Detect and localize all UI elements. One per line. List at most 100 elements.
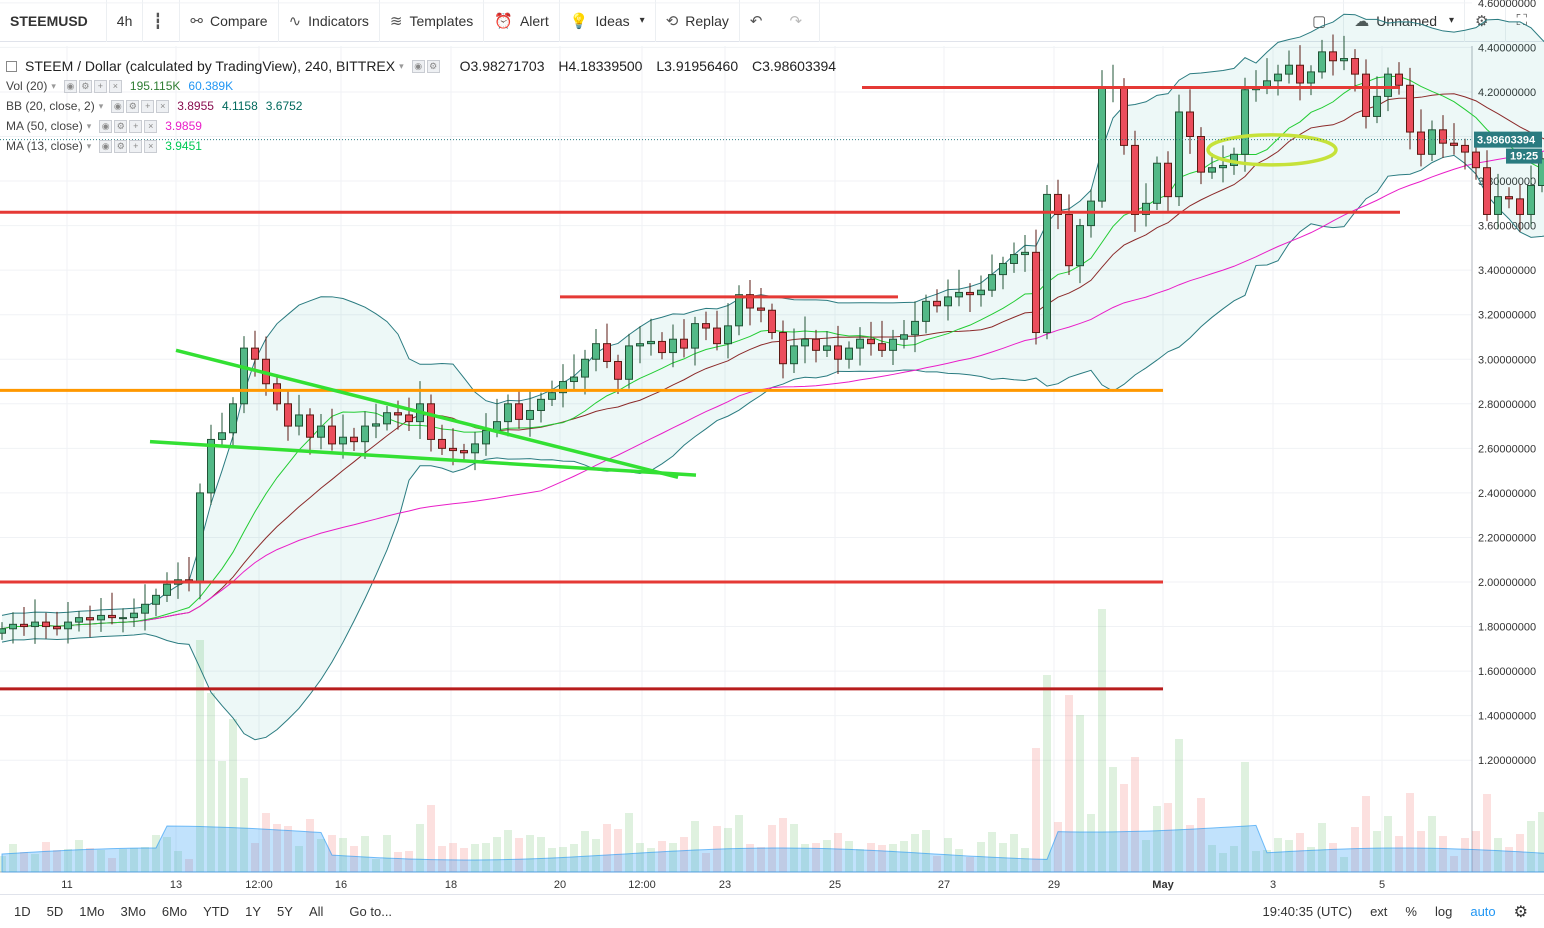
range-5y[interactable]: 5Y [277, 904, 293, 919]
replay-button[interactable]: ⟲ Replay [656, 0, 740, 42]
ext-button[interactable]: ext [1370, 904, 1388, 919]
range-all[interactable]: All [308, 904, 324, 919]
fullscreen-button[interactable]: ⛶ [1506, 0, 1544, 42]
redo-button[interactable]: ↷ [779, 0, 821, 42]
range-3mo[interactable]: 3Mo [120, 904, 146, 919]
range-1d[interactable]: 1D [14, 904, 31, 919]
volume-bar [581, 831, 589, 872]
chevron-down-icon: ▾ [86, 140, 92, 151]
volume-bar [757, 847, 765, 872]
eye-icon[interactable]: ◉ [99, 119, 113, 133]
volume-bar [779, 818, 787, 872]
bb-controls: ◉ ⚙ + × [111, 99, 170, 113]
candle-down [53, 626, 61, 630]
y-tick-label: 3.40000000 [1478, 265, 1536, 277]
volume-bar [75, 840, 83, 872]
volume-ma-area [1, 824, 1544, 873]
close-icon[interactable]: × [108, 79, 122, 93]
range-buttons: 1D 5D 1Mo 3Mo 6Mo YTD 1Y 5Y All [0, 904, 331, 919]
settings-icon[interactable]: ⚙ [78, 79, 92, 93]
settings-icon[interactable]: ⚙ [126, 99, 140, 113]
alert-button[interactable]: ⏰ Alert [484, 0, 560, 42]
collapse-icon[interactable] [6, 60, 17, 72]
add-icon[interactable]: + [129, 139, 143, 153]
ideas-button[interactable]: 💡 Ideas ▾ [560, 0, 656, 42]
symbol-search[interactable]: STEEMUSD [0, 0, 107, 42]
candle-down [1395, 73, 1403, 86]
candle-down [933, 300, 941, 307]
compare-button[interactable]: ⚯ Compare [180, 0, 279, 42]
close-icon[interactable]: × [144, 119, 158, 133]
volume-bar [1043, 675, 1051, 872]
bollinger-lower-line [1, 154, 1544, 741]
y-tick-label: 2.00000000 [1478, 577, 1536, 589]
y-tick-label: 4.60000000 [1478, 0, 1536, 10]
templates-button[interactable]: ≋ Templates [380, 0, 485, 42]
volume-bar [31, 854, 39, 872]
volume-bar [1285, 840, 1293, 872]
chart-style-button[interactable]: ┇ [143, 0, 181, 42]
add-icon[interactable]: + [141, 99, 155, 113]
volume-bar [1395, 836, 1403, 872]
volume-bar [1417, 831, 1425, 872]
volume-bar [328, 835, 336, 872]
x-tick-label: 16 [335, 879, 347, 891]
range-5d[interactable]: 5D [46, 904, 64, 919]
eye-icon[interactable]: ◉ [411, 59, 425, 73]
range-6mo[interactable]: 6Mo [161, 904, 188, 919]
add-icon[interactable]: + [129, 119, 143, 133]
bb-legend[interactable]: BB (20, close, 2) ▾ ◉ ⚙ + × 3.8955 4.1158 3… [6, 96, 846, 116]
range-ytd[interactable]: YTD [203, 904, 230, 919]
volume-bar [504, 830, 512, 872]
gear-icon[interactable]: ⚙ [1513, 903, 1528, 921]
volume-bar [1142, 840, 1150, 872]
settings-icon[interactable]: ⚙ [114, 119, 128, 133]
volume-bar [1318, 823, 1326, 872]
volume-bar [867, 843, 875, 872]
candle-up [944, 296, 952, 307]
volume-bar [53, 850, 61, 872]
percent-button[interactable]: % [1405, 904, 1417, 919]
range-1mo[interactable]: 1Mo [79, 904, 105, 919]
undo-button[interactable]: ↶ [740, 0, 780, 42]
volume-bar [669, 843, 677, 872]
log-button[interactable]: log [1434, 904, 1453, 919]
candle-down [405, 414, 413, 423]
ma50-legend[interactable]: MA (50, close) ▾ ◉ ⚙ + × 3.9859 [6, 116, 846, 136]
layout-button[interactable]: ▢ [1302, 0, 1345, 42]
volume-bar [845, 841, 853, 872]
bottom-toolbar: 1D 5D 1Mo 3Mo 6Mo YTD 1Y 5Y All Go to... 19:40:3… [0, 894, 1544, 928]
auto-button[interactable]: auto [1470, 904, 1496, 919]
candle-down [328, 425, 336, 445]
y-tick-label: 1.80000000 [1478, 622, 1536, 634]
candle-down [1296, 64, 1304, 84]
eye-icon[interactable]: ◉ [99, 139, 113, 153]
close-icon[interactable]: × [144, 139, 158, 153]
volume-bar [834, 833, 842, 872]
settings-icon[interactable]: ⚙ [426, 59, 440, 73]
volume-bar [1505, 847, 1513, 872]
x-tick-label: 13 [170, 879, 182, 891]
price-chart[interactable]: 1.20000000 1.40000000 1.60000000 1.80000000… [0, 0, 1544, 894]
indicators-button[interactable]: ∿ Indicators [279, 0, 380, 42]
candle-up [97, 614, 105, 621]
vol-value-1: 195.115K [129, 79, 181, 93]
candle-up [218, 432, 226, 440]
last-price-label: 3.98603394 [1477, 135, 1536, 147]
interval-button[interactable]: 4h [107, 0, 144, 42]
volume-bar [526, 835, 534, 872]
alert-label: Alert [519, 12, 549, 29]
add-icon[interactable]: + [93, 79, 107, 93]
undo-icon: ↶ [749, 12, 763, 30]
main-series-legend[interactable]: STEEM / Dollar (calculated by TradingVie… [6, 56, 846, 76]
settings-icon[interactable]: ⚙ [114, 139, 128, 153]
goto-button[interactable]: Go to... [349, 904, 393, 919]
range-1y[interactable]: 1Y [245, 904, 262, 919]
eye-icon[interactable]: ◉ [63, 79, 77, 93]
eye-icon[interactable]: ◉ [111, 99, 125, 113]
vol-legend[interactable]: Vol (20) ▾ ◉ ⚙ + × 195.115K 60.389K [6, 76, 846, 96]
ma13-legend[interactable]: MA (13, close) ▾ ◉ ⚙ + × 3.9451 [6, 136, 846, 156]
volume-bar [1274, 838, 1282, 872]
candle-down [1032, 251, 1040, 334]
close-icon[interactable]: × [156, 99, 170, 113]
